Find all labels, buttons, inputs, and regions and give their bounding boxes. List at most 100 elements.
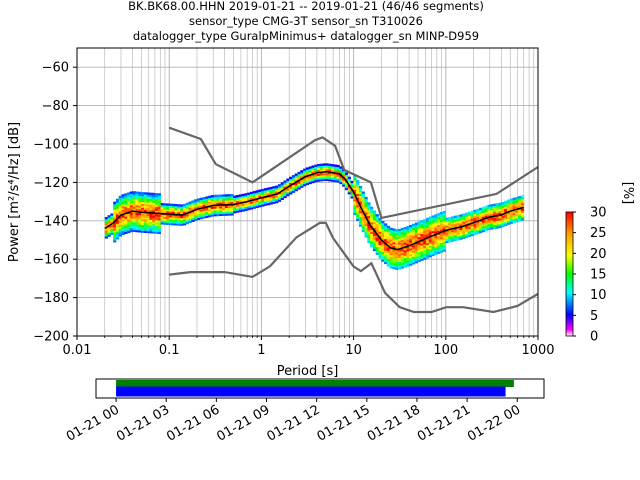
psd-cell xyxy=(300,174,304,177)
psd-cell xyxy=(498,202,502,206)
psd-cell xyxy=(445,238,449,242)
psd-cell xyxy=(406,260,410,263)
psd-cell xyxy=(381,253,385,256)
psd-cell xyxy=(381,257,385,260)
psd-cell xyxy=(330,167,335,171)
psd-cell xyxy=(118,195,122,199)
psd-cell xyxy=(403,228,407,232)
psd-cell xyxy=(442,232,446,235)
psd-cell xyxy=(261,194,265,197)
psd-cell xyxy=(409,261,413,264)
timeline-tick-label: 01-22 00 xyxy=(465,402,523,444)
psd-cell xyxy=(504,221,508,225)
psd-cell xyxy=(425,256,430,259)
psd-cell xyxy=(244,202,248,206)
psd-cell xyxy=(395,229,399,232)
psd-cell xyxy=(113,232,117,235)
psd-cell xyxy=(275,195,279,198)
psd-cell xyxy=(277,199,282,202)
psd-cell xyxy=(434,220,438,223)
psd-cell xyxy=(305,182,310,186)
psd-cell xyxy=(409,259,413,262)
psd-cell xyxy=(319,167,324,170)
psd-cell xyxy=(509,213,513,217)
psd-cell xyxy=(132,214,136,217)
psd-cell xyxy=(135,214,139,217)
psd-cell xyxy=(127,217,131,220)
psd-cell xyxy=(213,200,217,203)
psd-cell xyxy=(115,202,120,205)
psd-cell xyxy=(411,239,416,242)
psd-cell xyxy=(481,227,486,231)
psd-cell xyxy=(409,232,413,235)
psd-cell xyxy=(135,218,139,221)
psd-cell xyxy=(124,231,128,235)
psd-cell xyxy=(129,199,134,202)
psd-cell xyxy=(411,231,416,234)
psd-cell xyxy=(291,180,296,184)
psd-cell xyxy=(431,219,435,222)
psd-cell xyxy=(386,264,391,267)
psd-cell xyxy=(149,206,153,209)
y-tick-label: −160 xyxy=(33,253,69,268)
psd-cell xyxy=(336,166,340,170)
psd-cell xyxy=(180,208,184,211)
psd-cell xyxy=(462,236,466,239)
psd-cell xyxy=(227,196,231,199)
psd-cell xyxy=(490,217,494,220)
psd-cell xyxy=(442,233,446,237)
psd-cell xyxy=(456,220,460,224)
psd-cell xyxy=(484,207,488,211)
psd-cell xyxy=(129,202,134,206)
psd-cell xyxy=(509,211,513,215)
psd-cell xyxy=(127,207,131,211)
psd-cell xyxy=(364,233,368,236)
psd-cell xyxy=(308,179,312,183)
psd-cell xyxy=(358,222,363,225)
psd-cell xyxy=(317,165,321,169)
psd-cell xyxy=(261,192,265,196)
psd-cell xyxy=(434,235,438,238)
psd-cell xyxy=(512,213,516,216)
colorbar-tick-label: 25 xyxy=(590,226,607,241)
psd-cell xyxy=(168,205,173,208)
psd-cell xyxy=(152,223,156,226)
psd-cell xyxy=(423,243,427,247)
psd-cell xyxy=(409,230,413,234)
psd-cell xyxy=(420,256,424,259)
psd-cell xyxy=(308,170,312,173)
psd-cell xyxy=(434,248,438,252)
psd-cell xyxy=(194,216,198,219)
psd-cell xyxy=(400,227,405,231)
psd-cell xyxy=(166,214,170,218)
psd-cell xyxy=(425,221,430,224)
psd-cell xyxy=(476,218,480,221)
psd-cell xyxy=(353,189,357,192)
psd-cell xyxy=(504,219,508,223)
psd-cell xyxy=(384,227,388,230)
psd-cell xyxy=(392,241,396,245)
psd-cell xyxy=(356,206,360,210)
psd-cell xyxy=(314,178,318,181)
psd-cell xyxy=(110,215,114,218)
psd-cell xyxy=(303,170,307,173)
psd-cell xyxy=(372,227,377,231)
psd-cell xyxy=(182,217,187,220)
psd-cell xyxy=(208,209,212,212)
psd-cell xyxy=(509,200,513,203)
psd-cell xyxy=(504,214,508,217)
psd-cell xyxy=(202,204,206,208)
psd-cell xyxy=(518,211,522,214)
psd-cell xyxy=(442,224,446,227)
psd-cell xyxy=(146,217,150,220)
psd-cell xyxy=(311,169,315,172)
psd-cell xyxy=(476,224,480,227)
psd-cell xyxy=(300,181,304,185)
psd-cell xyxy=(342,172,346,176)
psd-cell xyxy=(445,240,449,244)
psd-cell xyxy=(325,165,329,168)
psd-cell xyxy=(152,206,156,209)
psd-cell xyxy=(149,221,153,224)
psd-cell xyxy=(409,248,413,251)
psd-cell xyxy=(420,248,424,252)
